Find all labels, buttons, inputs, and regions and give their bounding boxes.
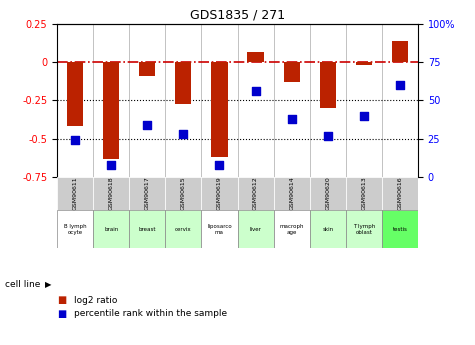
Bar <box>93 210 129 248</box>
Text: GSM90619: GSM90619 <box>217 177 222 210</box>
Bar <box>67 62 83 127</box>
Point <box>180 131 187 137</box>
Point <box>252 89 259 94</box>
Point <box>396 82 404 88</box>
Bar <box>247 52 264 62</box>
Point <box>216 162 223 167</box>
Text: log2 ratio: log2 ratio <box>74 296 117 305</box>
Bar <box>382 177 418 210</box>
Text: breast: breast <box>139 227 156 232</box>
Bar <box>201 177 238 210</box>
Bar <box>238 210 274 248</box>
Bar <box>392 41 408 62</box>
Bar <box>57 210 93 248</box>
Text: percentile rank within the sample: percentile rank within the sample <box>74 309 227 318</box>
Bar <box>274 210 310 248</box>
Text: GSM90620: GSM90620 <box>325 177 330 210</box>
Text: ■: ■ <box>57 309 66 319</box>
Text: liver: liver <box>250 227 261 232</box>
Point <box>143 122 151 128</box>
Point <box>107 162 115 167</box>
Text: macroph
age: macroph age <box>279 224 304 235</box>
Bar <box>103 62 119 158</box>
Bar <box>129 177 165 210</box>
Text: GSM90613: GSM90613 <box>361 177 366 210</box>
Text: ▶: ▶ <box>45 280 52 289</box>
Point <box>288 116 295 121</box>
Bar <box>346 210 382 248</box>
Text: B lymph
ocyte: B lymph ocyte <box>64 224 86 235</box>
Text: cervix: cervix <box>175 227 191 232</box>
Text: cell line: cell line <box>5 280 40 289</box>
Bar <box>201 210 238 248</box>
Bar <box>165 210 201 248</box>
Bar <box>274 177 310 210</box>
Bar <box>238 177 274 210</box>
Bar <box>211 62 228 157</box>
Text: skin: skin <box>322 227 333 232</box>
Text: GSM90611: GSM90611 <box>73 177 77 210</box>
Bar <box>165 177 201 210</box>
Text: GSM90612: GSM90612 <box>253 177 258 210</box>
Bar <box>346 177 382 210</box>
Text: liposarco
ma: liposarco ma <box>207 224 232 235</box>
Bar <box>93 177 129 210</box>
Bar <box>382 210 418 248</box>
Text: T lymph
oblast: T lymph oblast <box>353 224 375 235</box>
Bar <box>139 62 155 76</box>
Bar <box>175 62 191 104</box>
Title: GDS1835 / 271: GDS1835 / 271 <box>190 9 285 22</box>
Bar <box>310 210 346 248</box>
Text: GSM90618: GSM90618 <box>109 177 114 210</box>
Bar <box>310 177 346 210</box>
Text: GSM90614: GSM90614 <box>289 177 294 210</box>
Text: GSM90617: GSM90617 <box>145 177 150 210</box>
Bar <box>320 62 336 108</box>
Text: ■: ■ <box>57 295 66 305</box>
Point <box>360 113 368 119</box>
Text: GSM90615: GSM90615 <box>181 177 186 210</box>
Text: brain: brain <box>104 227 118 232</box>
Point <box>71 137 79 143</box>
Bar <box>129 210 165 248</box>
Bar <box>356 62 372 65</box>
Point <box>324 133 332 138</box>
Bar <box>284 62 300 82</box>
Text: testis: testis <box>392 227 408 232</box>
Bar <box>57 177 93 210</box>
Text: GSM90616: GSM90616 <box>398 177 402 210</box>
